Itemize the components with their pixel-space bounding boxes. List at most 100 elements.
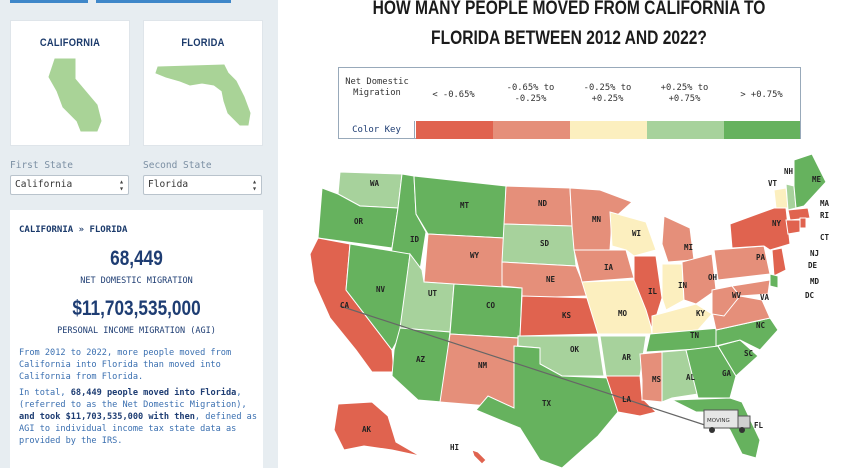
top-tab-right[interactable] — [96, 0, 231, 3]
state-label-ga: GA — [722, 369, 732, 378]
first-state-select[interactable]: California ▴ ▾ — [10, 175, 129, 195]
state-de — [769, 273, 779, 289]
first-state-name: CALIFORNIA — [39, 37, 101, 49]
state-label-dc: DC — [805, 291, 814, 300]
state-label-in: IN — [678, 281, 688, 290]
california-shape-icon — [48, 58, 102, 132]
state-label-ia: IA — [604, 263, 614, 272]
state-label-tx: TX — [542, 399, 552, 408]
state-label-sd: SD — [540, 239, 550, 248]
state-label-id: ID — [410, 235, 420, 244]
state-label-md: MD — [810, 277, 820, 286]
state-tx — [475, 345, 619, 468]
second-state-card[interactable]: FLORIDA — [143, 20, 263, 146]
first-state-card[interactable]: CALIFORNIA — [10, 20, 130, 146]
state-label-va: VA — [760, 293, 770, 302]
state-label-la: LA — [622, 395, 632, 404]
state-ny — [729, 207, 791, 251]
state-hi — [471, 449, 487, 465]
legend-range-label: +0.25% to +0.75% — [660, 83, 709, 104]
state-label-ma: MA — [820, 199, 830, 208]
agi-label: PERSONAL INCOME MIGRATION (AGI) — [57, 326, 216, 336]
second-state-select[interactable]: Florida ▴ ▾ — [143, 175, 262, 195]
state-nj — [771, 247, 787, 277]
select-arrows-icon: ▴ ▾ — [119, 177, 124, 193]
state-label-ct: CT — [820, 233, 830, 242]
state-in — [661, 263, 685, 311]
summary-paragraph: From 2012 to 2022, more people moved fro… — [19, 348, 232, 382]
top-tab-left[interactable] — [10, 0, 88, 3]
state-md — [731, 279, 771, 297]
state-label-ok: OK — [570, 345, 580, 354]
state-label-ak: AK — [362, 425, 372, 434]
sidebar: CALIFORNIA FLORIDA First State Second St… — [0, 0, 278, 468]
state-ak — [333, 401, 421, 457]
state-label-nh: NH — [784, 167, 794, 176]
state-label-az: AZ — [416, 355, 426, 364]
state-oh — [681, 253, 717, 305]
legend-swatch — [570, 121, 647, 139]
net-migration-label: NET DOMESTIC MIGRATION — [80, 276, 193, 286]
legend-range-label: -0.25% to +0.25% — [583, 83, 632, 104]
state-label-ky: KY — [696, 309, 706, 318]
legend-range-label: -0.65% to -0.25% — [506, 83, 555, 104]
state-label-ca: CA — [340, 301, 350, 310]
state-label-al: AL — [686, 373, 696, 382]
state-label-ut: UT — [428, 289, 438, 298]
truck-label: MOVING — [707, 418, 730, 424]
second-state-select-value: Florida — [148, 179, 189, 190]
second-state-label: Second State — [143, 160, 212, 171]
state-label-mn: MN — [592, 215, 602, 224]
summary-card: CALIFORNIA » FLORIDA 68,449 NET DOMESTIC… — [10, 210, 263, 468]
state-ks — [519, 295, 599, 337]
agi-value: $11,703,535,000 — [72, 297, 201, 320]
state-nm — [439, 333, 519, 409]
state-label-de: DE — [808, 261, 818, 270]
state-ct — [785, 219, 801, 235]
state-mi — [661, 215, 695, 263]
state-label-ks: KS — [562, 311, 572, 320]
state-label-pa: PA — [756, 253, 766, 262]
state-label-me: ME — [812, 175, 822, 184]
state-label-mt: MT — [460, 201, 470, 210]
state-label-ne: NE — [546, 275, 556, 284]
state-label-ms: MS — [652, 375, 662, 384]
state-ms — [639, 351, 663, 403]
legend-swatch — [416, 121, 493, 139]
florida-shape-icon — [155, 64, 251, 126]
state-sd — [501, 223, 577, 267]
state-wv — [711, 285, 741, 317]
state-label-nd: ND — [538, 199, 548, 208]
state-label-nj: NJ — [810, 249, 819, 258]
us-migration-map: MOVING WA OR CA ID NV MT WY UT AZ CO NM ND SD NE KS OK T… — [309, 153, 830, 468]
state-ri — [799, 217, 807, 229]
state-co — [449, 283, 523, 339]
legend-header: Net Domestic Migration — [345, 77, 409, 98]
state-label-vt: VT — [768, 179, 778, 188]
state-label-co: CO — [486, 301, 496, 310]
state-pa — [713, 245, 771, 281]
legend-swatch — [724, 121, 800, 139]
state-label-wv: WV — [732, 291, 742, 300]
state-label-or: OR — [354, 217, 364, 226]
state-label-ar: AR — [622, 353, 632, 362]
state-label-ny: NY — [772, 219, 782, 228]
color-key-label: Color Key — [339, 121, 415, 139]
migration-line — [339, 305, 715, 429]
state-ma — [787, 207, 811, 221]
first-state-label: First State — [10, 160, 73, 171]
state-ky — [651, 303, 713, 335]
state-label-mo: MO — [618, 309, 628, 318]
state-label-nm: NM — [478, 361, 488, 370]
state-label-il: IL — [648, 287, 658, 296]
state-label-nc: NC — [756, 321, 765, 330]
select-arrows-icon: ▴ ▾ — [252, 177, 257, 193]
state-label-ri: RI — [820, 211, 829, 220]
state-la — [605, 375, 657, 417]
breadcrumb: CALIFORNIA » FLORIDA — [19, 225, 128, 235]
state-me — [793, 153, 827, 209]
state-label-tn: TN — [690, 331, 700, 340]
state-label-fl: FL — [754, 421, 764, 430]
second-state-name: FLORIDA — [181, 37, 225, 49]
state-label-oh: OH — [708, 273, 718, 282]
